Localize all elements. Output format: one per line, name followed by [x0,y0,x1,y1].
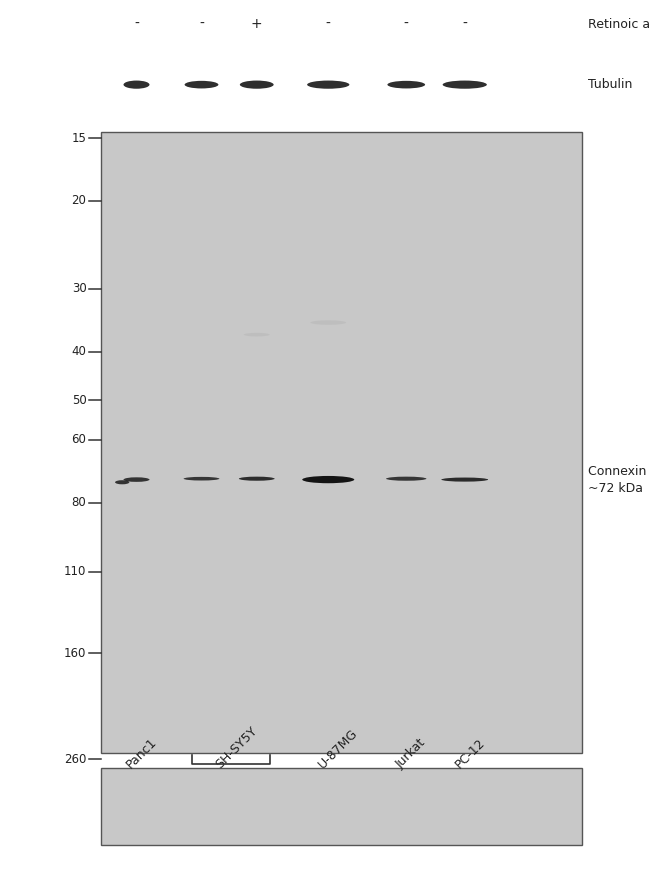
FancyBboxPatch shape [101,132,582,753]
Text: -: - [199,17,204,31]
Ellipse shape [302,476,354,483]
Ellipse shape [185,81,218,88]
Text: SH-SY5Y: SH-SY5Y [213,724,260,771]
Text: 40: 40 [72,345,86,358]
Text: 110: 110 [64,566,86,578]
Ellipse shape [307,80,350,89]
Ellipse shape [311,320,346,325]
Text: 60: 60 [72,433,86,446]
Text: 50: 50 [72,394,86,406]
FancyBboxPatch shape [101,768,582,845]
Ellipse shape [239,477,274,481]
Text: -: - [326,17,331,31]
Ellipse shape [244,333,270,337]
Text: -: - [134,17,139,31]
Text: -: - [462,17,467,31]
Text: 80: 80 [72,496,86,509]
Ellipse shape [443,80,487,89]
Text: Jurkat: Jurkat [394,736,428,771]
Ellipse shape [124,80,150,89]
Text: 20: 20 [72,194,86,208]
Ellipse shape [240,80,274,89]
Text: Retinoic acid: Retinoic acid [588,18,650,30]
Text: 160: 160 [64,647,86,660]
Ellipse shape [386,477,426,481]
Text: Panc1: Panc1 [124,735,160,771]
Text: 260: 260 [64,753,86,765]
Text: Connexin 36
~72 kDa: Connexin 36 ~72 kDa [588,464,650,495]
Text: 30: 30 [72,282,86,296]
Ellipse shape [115,480,129,485]
Text: -: - [404,17,409,31]
Text: +: + [251,17,263,31]
Text: Tubulin: Tubulin [588,78,632,91]
Ellipse shape [124,478,150,482]
Ellipse shape [183,477,220,480]
Text: PC-12: PC-12 [452,736,488,771]
Text: U-87MG: U-87MG [316,726,361,771]
Text: 15: 15 [72,132,86,144]
Ellipse shape [387,81,425,88]
Ellipse shape [441,478,488,482]
